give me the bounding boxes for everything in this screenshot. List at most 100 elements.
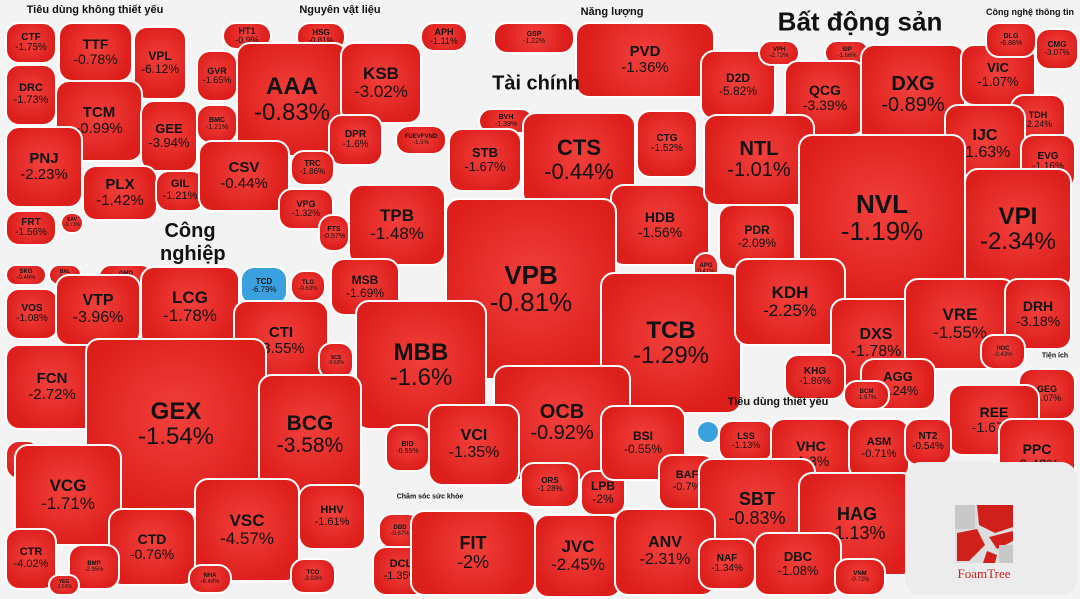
stock-cell-khg[interactable]: KHG -1.86% bbox=[784, 354, 846, 400]
stock-cell-vci[interactable]: VCI -1.35% bbox=[428, 404, 520, 486]
stock-cell-lss[interactable]: LSS -1.13% bbox=[718, 420, 774, 462]
stock-cell-ctf[interactable]: CTF -1.75% bbox=[5, 22, 57, 64]
stock-cell-ors[interactable]: ORS -1.28% bbox=[520, 462, 580, 508]
stock-cell-naf[interactable]: NAF -1.34% bbox=[698, 538, 756, 590]
stock-cell-drc[interactable]: DRC -1.73% bbox=[5, 64, 57, 126]
stock-ticker: IJC bbox=[972, 127, 998, 145]
stock-cell-tlg[interactable]: TLG -0.63% bbox=[290, 270, 326, 302]
stock-ticker: OCB bbox=[539, 401, 585, 423]
stock-ticker: BCM bbox=[859, 388, 874, 395]
stock-ticker: FTS bbox=[327, 225, 341, 233]
stock-change: -1.35% bbox=[383, 570, 419, 582]
stock-cell-hhv[interactable]: HHV -1.61% bbox=[298, 484, 366, 550]
stock-cell-lcg[interactable]: LCG -1.78% bbox=[140, 266, 240, 348]
stock-cell-bcm[interactable]: BCM -1.97% bbox=[843, 380, 890, 410]
stock-change: -1.66% bbox=[837, 53, 857, 59]
stock-ticker: PLX bbox=[105, 176, 135, 194]
stock-cell-dbc[interactable]: DBC -1.08% bbox=[754, 532, 842, 596]
stock-ticker: VSC bbox=[229, 511, 265, 531]
stock-cell-tcd[interactable]: TCD -6.79% bbox=[240, 266, 288, 306]
stock-cell-ctg[interactable]: CTG -1.52% bbox=[636, 110, 698, 178]
stock-cell-cmg[interactable]: CMG -3.07% bbox=[1035, 28, 1079, 70]
stock-cell-hdc[interactable]: HDC -0.43% bbox=[980, 334, 1026, 370]
stock-ticker: CTG bbox=[656, 132, 678, 144]
stock-cell-tco[interactable]: TCO -3.93% bbox=[290, 558, 336, 594]
stock-cell-csv[interactable]: CSV -0.44% bbox=[198, 140, 290, 212]
stock-cell-vtp[interactable]: VTP -3.96% bbox=[55, 274, 141, 346]
stock-cell-bmc[interactable]: BMC -1.21% bbox=[196, 104, 238, 144]
stock-cell-hdb[interactable]: HDB -1.56% bbox=[610, 184, 710, 266]
stock-cell-gvr[interactable]: GVR -1.65% bbox=[196, 50, 238, 102]
sector-label: Chăm sóc sức khỏe bbox=[396, 493, 464, 501]
stock-cell-fts[interactable]: FTS -0.57% bbox=[318, 214, 350, 252]
stock-cell-bcg[interactable]: BCG -3.58% bbox=[258, 374, 362, 496]
stock-cell-ttf[interactable]: TTF -0.78% bbox=[58, 22, 133, 82]
stock-cell-sav[interactable]: SAV -0.73% bbox=[60, 212, 84, 234]
stock-ticker: HHV bbox=[320, 504, 344, 517]
stock-cell-qcg[interactable]: QCG -3.39% bbox=[784, 60, 866, 136]
stock-ticker: CTS bbox=[557, 135, 601, 161]
stock-change: -0.9% bbox=[235, 35, 259, 45]
stock-change: -2.45% bbox=[551, 555, 605, 574]
stock-change: -0.44% bbox=[220, 175, 268, 192]
stock-cell-pnj[interactable]: PNJ -2.23% bbox=[5, 126, 83, 208]
stock-cell-ctr[interactable]: CTR -4.02% bbox=[5, 528, 57, 590]
stock-change: -1.61% bbox=[314, 516, 350, 528]
stock-cell-vnm[interactable]: VNM -0.72% bbox=[834, 558, 886, 596]
stock-cell-fit[interactable]: FIT -2% bbox=[410, 510, 536, 596]
stock-cell-bid[interactable]: BID -0.55% bbox=[385, 424, 430, 472]
stock-change: -1.5% bbox=[413, 140, 429, 146]
stock-change: -0.57% bbox=[322, 233, 346, 240]
stock-cell-trc[interactable]: TRC -1.86% bbox=[290, 150, 335, 186]
stock-cell-skg[interactable]: SKG -0.46% bbox=[5, 264, 47, 286]
stock-change: -1.78% bbox=[163, 306, 217, 325]
stock-cell-pvd[interactable]: PVD -1.36% bbox=[575, 22, 715, 98]
stock-cell-unlabeled[interactable] bbox=[696, 420, 720, 444]
stock-change: -0.43% bbox=[993, 352, 1013, 358]
stock-cell-tpb[interactable]: TPB -1.48% bbox=[348, 184, 446, 266]
stock-ticker: BID bbox=[401, 440, 414, 448]
stock-cell-ntl[interactable]: NTL -1.01% bbox=[703, 114, 815, 206]
stock-cell-gsp[interactable]: GSP -1.22% bbox=[493, 22, 575, 54]
stock-cell-nt2[interactable]: NT2 -0.54% bbox=[904, 418, 952, 466]
stock-cell-vpl[interactable]: VPL -6.12% bbox=[133, 26, 187, 100]
stock-cell-scs[interactable]: SCS -0.63% bbox=[318, 342, 354, 380]
stock-cell-dpr[interactable]: DPR -1.6% bbox=[328, 114, 383, 166]
foamtree-logo-icon bbox=[955, 505, 1013, 563]
stock-ticker: VCI bbox=[460, 427, 488, 445]
stock-change: -1.75% bbox=[15, 42, 47, 53]
stock-cell-gee[interactable]: GEE -3.94% bbox=[140, 100, 198, 172]
stock-cell-ksb[interactable]: KSB -3.02% bbox=[340, 42, 422, 124]
stock-change: -1.78% bbox=[850, 343, 902, 360]
stock-cell-jvc[interactable]: JVC -2.45% bbox=[534, 514, 622, 598]
stock-change: -1.19% bbox=[840, 216, 924, 246]
stock-change: -0.81% bbox=[308, 36, 334, 45]
stock-cell-fcn[interactable]: FCN -2.72% bbox=[5, 344, 99, 430]
stock-ticker: VPB bbox=[504, 259, 558, 290]
stock-ticker: GIL bbox=[170, 178, 190, 191]
stock-cell-dlg[interactable]: DLG -6.88% bbox=[985, 22, 1037, 58]
stock-ticker: CTD bbox=[137, 531, 167, 548]
stock-cell-fuevfvnd[interactable]: FUEVFVND -1.5% bbox=[395, 125, 447, 155]
stock-change: -0.83% bbox=[253, 98, 331, 126]
stock-cell-ctd[interactable]: CTD -0.76% bbox=[108, 508, 196, 586]
stock-cell-vos[interactable]: VOS -1.08% bbox=[5, 288, 59, 340]
stock-cell-kdh[interactable]: KDH -2.25% bbox=[734, 258, 846, 346]
stock-cell-plx[interactable]: PLX -1.42% bbox=[82, 165, 158, 221]
stock-cell-vpi[interactable]: VPI -2.34% bbox=[964, 168, 1072, 290]
stock-cell-stb[interactable]: STB -1.67% bbox=[448, 128, 522, 192]
stock-change: -0.54% bbox=[912, 441, 944, 452]
stock-cell-nha[interactable]: NHA -6.48% bbox=[188, 564, 232, 594]
stock-ticker: CTI bbox=[268, 324, 294, 342]
stock-change: -1.29% bbox=[632, 342, 710, 369]
stock-cell-aph[interactable]: APH -1.11% bbox=[420, 22, 468, 52]
stock-change: -1.28% bbox=[537, 484, 563, 493]
stock-change: -3.39% bbox=[802, 97, 848, 113]
stock-cell-yeg[interactable]: YEG -3.69% bbox=[48, 574, 80, 596]
stock-ticker: GMD bbox=[119, 271, 133, 277]
stock-cell-frt[interactable]: FRT -1.56% bbox=[5, 210, 57, 246]
sector-label: Tiêu dùng không thiết yếu bbox=[26, 4, 164, 16]
stock-cell-asm[interactable]: ASM -0.71% bbox=[848, 418, 910, 480]
stock-ticker: REE bbox=[979, 404, 1009, 421]
stock-ticker: SKG bbox=[19, 268, 33, 275]
